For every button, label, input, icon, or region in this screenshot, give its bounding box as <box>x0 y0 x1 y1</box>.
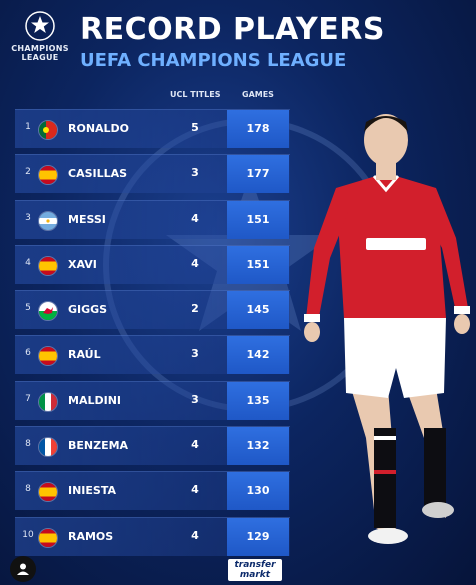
player-name: INIESTA <box>68 484 116 498</box>
rank: 7 <box>25 393 31 404</box>
games-value: 178 <box>246 122 270 135</box>
rank: 8 <box>25 439 31 450</box>
player-name: CASILLAS <box>68 167 128 181</box>
logo-line2: LEAGUE <box>21 53 59 62</box>
players-table: 1 RONALDO 5 178 2 CASILLAS 3 177 3 MESSI 4 151 4 XAVI… <box>15 109 290 562</box>
games-cell: 130 <box>227 472 289 511</box>
rank: 4 <box>25 257 31 268</box>
portugal-flag-icon <box>38 120 58 140</box>
rank: 5 <box>25 303 31 314</box>
ucl-titles: 4 <box>191 211 199 225</box>
games-cell: 151 <box>227 245 289 284</box>
table-row: 4 XAVI 4 151 <box>15 244 290 284</box>
table-row: 8 INIESTA 4 130 <box>15 471 290 511</box>
spain-flag-icon <box>38 255 58 276</box>
table-row: 6 RAÚL 3 142 <box>15 335 290 375</box>
table-row: 8 BENZEMA 4 132 <box>15 426 290 466</box>
user-avatar-icon <box>17 563 29 575</box>
spain-flag-icon <box>38 527 58 548</box>
player-name: RONALDO <box>68 122 130 135</box>
ucl-titles: 4 <box>191 483 199 497</box>
player-name: BENZEMA <box>68 439 129 453</box>
logo-text: CHAMPIONS LEAGUE <box>8 44 72 62</box>
column-header-titles: UCL TITLES <box>170 90 221 99</box>
ucl-titles: 4 <box>191 438 199 452</box>
rank: 8 <box>25 484 31 495</box>
transfermarkt-logo-line1: transfer <box>234 560 276 570</box>
games-cell: 129 <box>227 517 289 556</box>
transfermarkt-logo-line2: markt <box>239 570 271 580</box>
ucl-titles: 4 <box>191 256 199 270</box>
games-cell: 132 <box>227 427 289 466</box>
games-cell: 135 <box>227 381 289 420</box>
games-cell: 145 <box>227 291 289 330</box>
rank: 3 <box>25 212 31 223</box>
starball-icon <box>25 11 55 41</box>
ucl-titles: 4 <box>191 528 199 542</box>
spain-flag-icon <box>38 482 58 503</box>
games-value: 151 <box>246 257 270 271</box>
games-value: 130 <box>246 484 270 498</box>
table-row: 2 CASILLAS 3 177 <box>15 154 290 194</box>
games-value: 177 <box>246 167 270 181</box>
spain-flag-icon <box>38 346 58 367</box>
player-name: MALDINI <box>68 393 121 407</box>
ucl-titles: 5 <box>191 121 199 134</box>
rank: 2 <box>25 167 31 178</box>
ucl-titles: 3 <box>191 347 199 361</box>
logo-line1: CHAMPIONS <box>11 44 69 53</box>
rank: 10 <box>22 529 34 540</box>
wales-flag-icon <box>38 301 58 322</box>
ucl-titles: 3 <box>191 166 199 180</box>
games-value: 142 <box>246 348 270 362</box>
table-row: 7 MALDINI 3 135 <box>15 380 290 420</box>
games-cell: 142 <box>227 336 289 375</box>
player-name: MESSI <box>68 212 106 226</box>
player-name: RAÚL <box>68 348 101 362</box>
games-cell: 177 <box>227 155 289 194</box>
transfermarkt-logo: transfer markt <box>228 559 282 581</box>
france-flag-icon <box>38 437 58 458</box>
games-value: 132 <box>246 439 270 453</box>
page-title: RECORD PLAYERS <box>80 12 385 47</box>
table-row: 1 RONALDO 5 178 <box>15 109 290 148</box>
games-value: 151 <box>246 212 270 226</box>
ucl-titles: 3 <box>191 392 199 406</box>
rank: 1 <box>25 122 31 132</box>
italy-flag-icon <box>38 391 58 412</box>
ucl-titles: 2 <box>191 302 199 316</box>
player-illustration <box>304 114 470 544</box>
champions-league-logo: CHAMPIONS LEAGUE <box>8 8 72 72</box>
spain-flag-icon <box>38 165 58 186</box>
table-row: 10 RAMOS 4 129 <box>15 516 290 556</box>
argentina-flag-icon <box>38 210 58 231</box>
games-value: 145 <box>246 303 270 317</box>
games-cell: 151 <box>227 200 289 239</box>
column-header-games: GAMES <box>242 90 274 99</box>
player-name: RAMOS <box>68 529 114 543</box>
table-row: 5 GIGGS 2 145 <box>15 290 290 330</box>
page-subtitle: UEFA CHAMPIONS LEAGUE <box>80 50 347 71</box>
games-cell: 178 <box>227 110 289 148</box>
table-row: 3 MESSI 4 151 <box>15 199 290 239</box>
player-name: XAVI <box>68 257 97 271</box>
player-name: GIGGS <box>68 303 108 317</box>
rank: 6 <box>25 348 31 359</box>
games-value: 129 <box>246 529 270 543</box>
games-value: 135 <box>246 393 270 407</box>
user-avatar[interactable] <box>10 556 36 582</box>
